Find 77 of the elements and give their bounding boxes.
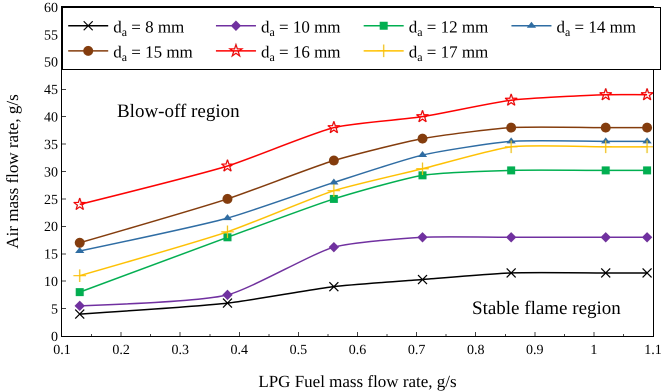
point	[74, 238, 85, 248]
legend-label: d$_{a}$ = 8 mm	[113, 17, 184, 39]
x-tick-label: 0.2	[112, 343, 130, 358]
point	[328, 242, 340, 252]
point	[222, 194, 232, 204]
y-tick-label: 50	[44, 56, 58, 71]
point	[74, 308, 85, 320]
y-tick-label: 15	[44, 248, 58, 263]
point	[504, 93, 518, 106]
point	[326, 184, 341, 198]
point	[330, 194, 338, 203]
point	[416, 162, 430, 176]
legend-label: d$_{a}$ = 17 mm	[408, 42, 488, 64]
point	[602, 166, 610, 174]
point	[506, 122, 516, 133]
legend-label: d$_{a}$ = 12 mm	[408, 17, 488, 39]
y-axis-title: Air mass flow rate, g/s	[2, 94, 22, 249]
point	[642, 232, 652, 242]
y-tick-label: 45	[44, 83, 58, 98]
x-tick-label: 0.3	[171, 343, 189, 358]
point	[220, 159, 234, 172]
x-tick-label: 1.1	[644, 343, 662, 358]
y-tick-label: 0	[51, 330, 58, 345]
point	[599, 88, 612, 100]
x-tick-label: 0.8	[466, 343, 484, 358]
y-tick-label: 10	[44, 275, 58, 290]
point	[598, 140, 613, 154]
x-tick-label: 0.1	[53, 343, 71, 358]
point	[640, 140, 653, 154]
legend-label: d$_{a}$ = 10 mm	[260, 17, 341, 39]
point	[506, 268, 516, 278]
legend-label: d$_{a}$ = 15 mm	[113, 42, 193, 64]
x-axis-title: LPG Fuel mass flow rate, g/s	[258, 372, 457, 391]
y-tick-label: 35	[44, 138, 58, 153]
point	[504, 140, 518, 154]
x-tick-label: 0.5	[290, 343, 308, 358]
point	[643, 166, 652, 174]
point	[418, 171, 427, 180]
point	[220, 224, 234, 239]
point	[74, 300, 85, 312]
point	[327, 120, 340, 134]
point	[223, 233, 232, 242]
point	[417, 232, 428, 242]
point	[76, 288, 84, 296]
annotation: Stable flame region	[472, 298, 622, 319]
point	[328, 156, 339, 166]
point	[222, 298, 233, 308]
point	[72, 268, 87, 283]
y-tick-label: 30	[44, 165, 58, 180]
y-tick-label: 60	[44, 0, 58, 16]
point	[222, 290, 233, 300]
point	[73, 198, 86, 210]
point	[642, 122, 652, 133]
point	[600, 122, 611, 133]
point	[600, 232, 611, 242]
annotation: Blow-off region	[117, 101, 240, 122]
point	[328, 282, 339, 292]
point	[416, 110, 430, 122]
x-tick-label: 0.6	[348, 343, 366, 358]
y-tick-label: 5	[51, 302, 58, 318]
x-tick-label: 0.7	[408, 343, 426, 358]
point	[642, 268, 652, 278]
x-tick-label: 0.9	[526, 343, 544, 358]
point	[417, 274, 428, 285]
point	[418, 134, 428, 144]
legend-label: d$_{a}$ = 14 mm	[556, 17, 636, 39]
x-tick-label: 1	[590, 343, 598, 358]
point	[507, 166, 516, 174]
y-tick-label: 40	[44, 110, 58, 126]
y-tick-label: 20	[44, 220, 58, 236]
point	[600, 268, 611, 278]
point	[506, 232, 516, 242]
x-tick-label: 0.4	[230, 343, 248, 358]
y-tick-label: 25	[44, 192, 58, 208]
legend-label: d$_{a}$ = 16 mm	[260, 42, 341, 64]
y-tick-label: 55	[44, 28, 58, 44]
point	[640, 88, 653, 100]
